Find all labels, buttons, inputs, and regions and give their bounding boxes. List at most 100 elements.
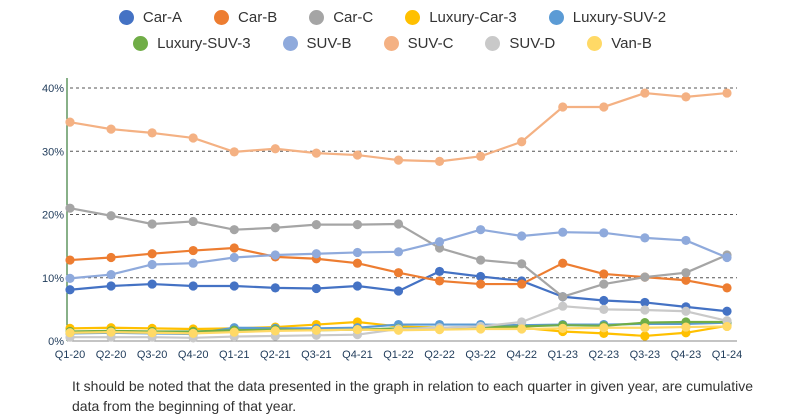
data-point-suv-c <box>393 155 404 165</box>
data-point-car-c <box>681 268 691 278</box>
data-point-car-c <box>311 220 321 230</box>
legend-label-luxury-suv-3: Luxury-SUV-3 <box>157 34 251 52</box>
data-point-car-c <box>393 219 404 229</box>
data-point-suv-d <box>517 317 527 327</box>
data-point-suv-c <box>229 147 239 157</box>
data-point-van-b <box>393 325 404 335</box>
legend-swatch-suv-b <box>282 35 298 51</box>
data-point-van-b <box>434 325 445 335</box>
data-point-car-c <box>106 211 116 221</box>
data-point-car-c <box>147 219 157 229</box>
legend-row-2: Luxury-SUV-3 SUV-B SUV-C SUV-D Van-B <box>0 32 785 54</box>
legend-label-car-a: Car-A <box>142 8 183 26</box>
legend-swatch-suv-c <box>383 35 399 51</box>
x-tick-label: Q3-23 <box>630 349 661 361</box>
series-suv-b <box>65 225 732 283</box>
data-point-suv-b <box>517 231 527 241</box>
data-point-car-b <box>476 279 486 289</box>
data-point-suv-c <box>106 124 116 134</box>
legend-item-car-a: Car-A <box>118 8 183 26</box>
y-tick-label: 10% <box>42 273 64 285</box>
data-point-car-b <box>229 243 239 253</box>
x-tick-label: Q4-21 <box>342 349 373 361</box>
data-point-car-b <box>65 255 75 265</box>
data-point-suv-c <box>681 92 691 102</box>
legend-item-luxury-suv-2: Luxury-SUV-2 <box>548 8 667 26</box>
data-point-suv-c <box>65 117 75 127</box>
x-tick-label: Q4-20 <box>178 349 209 361</box>
data-point-van-b <box>311 325 321 335</box>
x-tick-label: Q1-22 <box>383 349 414 361</box>
data-point-suv-b <box>229 252 239 263</box>
x-tick-label: Q2-21 <box>260 349 291 361</box>
y-tick-label: 0% <box>48 336 64 348</box>
legend-item-car-c: Car-C <box>309 9 373 26</box>
chart-legend: Car-A Car-B Car-C Luxury-Car-3 Luxury-SUV-2 … <box>0 0 785 62</box>
data-point-car-b <box>599 269 609 279</box>
data-point-van-b <box>65 328 75 338</box>
data-point-car-b <box>147 249 157 259</box>
data-point-van-b <box>558 323 568 333</box>
data-point-car-a <box>476 271 486 282</box>
legend-item-luxury-car-3: Luxury-Car-3 <box>405 9 517 26</box>
data-point-car-c <box>517 259 527 269</box>
data-point-suv-b <box>188 258 198 268</box>
data-point-car-a <box>640 297 650 308</box>
x-tick-label: Q1-20 <box>55 349 86 361</box>
x-tick-label: Q2-23 <box>589 349 620 361</box>
data-point-car-c <box>229 225 239 235</box>
data-point-car-c <box>599 279 609 289</box>
data-point-van-b <box>270 326 280 336</box>
series-car-c <box>65 203 732 302</box>
data-point-car-b <box>434 276 445 286</box>
data-point-car-b <box>558 258 568 268</box>
data-point-car-c <box>640 272 650 282</box>
legend-label-suv-c: SUV-C <box>407 34 454 52</box>
legend-label-car-b: Car-B <box>238 8 278 26</box>
x-tick-label: Q3-20 <box>137 349 168 361</box>
x-tick-label: Q3-21 <box>301 349 332 361</box>
data-point-van-b <box>147 328 157 338</box>
data-point-van-b <box>640 323 650 333</box>
data-point-suv-c <box>270 144 280 154</box>
legend-swatch-car-b <box>214 9 230 25</box>
x-tick-label: Q4-22 <box>506 349 537 361</box>
legend-label-luxury-car-3: Luxury-Car-3 <box>429 8 517 26</box>
x-tick-label: Q1-24 <box>712 349 743 361</box>
data-point-car-c <box>558 292 568 302</box>
data-point-van-b <box>599 323 609 333</box>
data-point-suv-c <box>558 102 568 112</box>
data-point-suv-d <box>558 301 568 311</box>
legend-label-suv-d: SUV-D <box>509 34 556 52</box>
data-point-suv-d <box>640 305 650 315</box>
legend-swatch-luxury-suv-2 <box>548 9 564 25</box>
data-point-car-c <box>476 255 486 265</box>
data-point-suv-c <box>640 88 650 98</box>
data-point-suv-c <box>352 150 363 160</box>
data-point-van-b <box>188 328 198 339</box>
data-point-car-b <box>722 283 732 293</box>
legend-swatch-suv-d <box>485 35 501 51</box>
legend-label-luxury-suv-2: Luxury-SUV-2 <box>572 8 667 26</box>
data-point-suv-b <box>640 233 650 243</box>
data-point-suv-b <box>147 259 157 270</box>
data-point-car-b <box>393 268 404 278</box>
data-point-car-c <box>65 203 75 213</box>
data-point-suv-b <box>393 247 404 257</box>
x-tick-label: Q3-22 <box>465 349 496 361</box>
data-point-suv-b <box>434 237 445 247</box>
data-point-car-c <box>188 216 198 227</box>
data-point-car-c <box>434 243 445 253</box>
data-point-suv-b <box>599 228 609 238</box>
data-point-suv-b <box>270 250 280 260</box>
data-point-car-a <box>311 283 321 294</box>
y-tick-label: 20% <box>42 210 64 222</box>
line-chart: 0% 10% 20% 30% 40% Q1-20 Q2-20 Q3-20 Q4-20 Q1-21 Q… <box>42 78 743 361</box>
data-point-van-b <box>722 321 732 332</box>
data-point-car-c <box>270 223 280 233</box>
data-point-suv-b <box>558 227 568 237</box>
data-point-car-a <box>393 286 404 296</box>
data-point-van-b <box>229 327 239 337</box>
legend-swatch-car-c <box>309 9 325 25</box>
data-point-suv-b <box>352 247 363 258</box>
